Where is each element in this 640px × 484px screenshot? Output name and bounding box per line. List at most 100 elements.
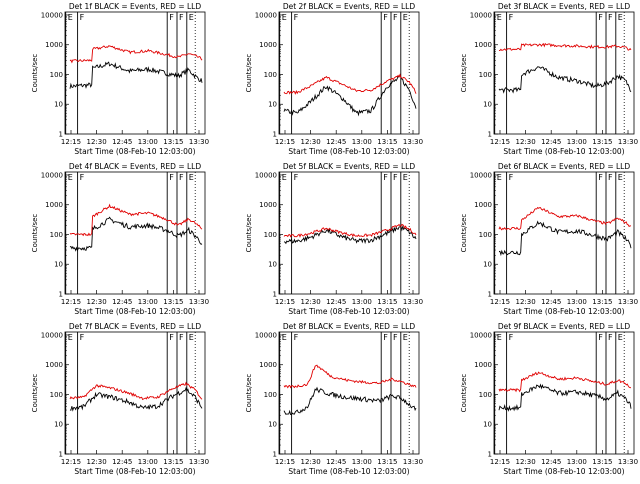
x-tick-label: 13:15 [163,138,183,146]
x-tick-label: 13:30 [403,458,423,466]
flag-label: F [598,333,603,342]
x-tick-label: 12:15 [490,458,510,466]
y-tick-label: 1 [488,131,492,139]
chart-panel-1: Det 1f BLACK = Events, RED = LLD 1 10 100 10… [31,2,209,156]
flag-label: E [618,173,623,182]
x-tick-label: 13:15 [163,458,183,466]
x-tick-label: 12:45 [112,458,132,466]
y-tick-label: 10 [54,261,63,269]
plot-frame [493,11,635,135]
chart-panel-3: Det 3f BLACK = Events, RED = LLD 1 10 100 10… [460,2,638,156]
x-tick-label: 12:45 [112,298,132,306]
flag-label: E [189,173,194,182]
series-line-lld [498,371,631,393]
x-tick-label: 12:45 [541,458,561,466]
y-tick-label: 1000 [45,201,63,209]
chart-panel-8: Det 8f BLACK = Events, RED = LLD 1 10 100 10… [245,322,423,476]
flag-label: F [509,13,514,22]
x-tick-label: 13:00 [567,298,587,306]
y-axis-label: Counts/sec [31,54,39,93]
x-tick-label: 13:30 [618,138,638,146]
chart-title: Det 4f BLACK = Events, RED = LLD [69,162,202,171]
y-tick-label: 10 [54,101,63,109]
chart-title: Det 2f BLACK = Events, RED = LLD [283,2,416,11]
y-tick-label: 10000 [41,11,63,19]
x-axis-label: Start Time (08-Feb-10 12:03:00) [288,307,409,316]
x-tick-label: 13:30 [189,138,209,146]
y-tick-label: 10000 [470,331,492,339]
x-tick-label: 12:45 [326,298,346,306]
y-tick-label: 10000 [41,331,63,339]
flag-label: E [189,13,194,22]
flag-label: E [497,173,502,182]
flag-label: F [80,333,85,342]
flag-label: F [169,333,174,342]
flag-label: F [179,333,184,342]
y-tick-label: 100 [479,71,492,79]
x-tick-label: 13:30 [618,298,638,306]
flag-label: F [383,13,388,22]
x-tick-label: 12:15 [61,458,81,466]
x-tick-label: 13:30 [403,298,423,306]
plot-frame [278,331,420,455]
y-tick-label: 1000 [259,41,277,49]
x-axis-label: Start Time (08-Feb-10 12:03:00) [503,467,624,476]
flag-label: E [282,333,287,342]
x-axis-label: Start Time (08-Feb-10 12:03:00) [503,307,624,316]
y-tick-label: 1 [273,131,277,139]
x-tick-label: 13:15 [592,458,612,466]
x-tick-label: 12:15 [490,138,510,146]
plot-frame [493,171,635,295]
x-tick-label: 13:00 [138,298,158,306]
flag-label: F [608,13,613,22]
series-line-lld [69,381,203,401]
flag-label: F [80,13,85,22]
y-tick-label: 10 [483,101,492,109]
flag-label: F [509,173,514,182]
x-tick-label: 12:45 [326,458,346,466]
y-tick-label: 1 [273,291,277,299]
plot-frame [64,11,206,135]
flag-label: F [598,173,603,182]
x-tick-label: 12:30 [301,298,321,306]
flag-label: E [282,13,287,22]
flag-label: E [282,173,287,182]
series-line-events [498,383,632,412]
x-tick-label: 13:00 [567,458,587,466]
flag-label: E [497,13,502,22]
flag-label: F [179,13,184,22]
flag-label: F [294,173,299,182]
x-tick-label: 12:15 [275,138,295,146]
x-tick-label: 13:30 [618,458,638,466]
x-tick-label: 12:45 [541,138,561,146]
chart-panel-6: Det 6f BLACK = Events, RED = LLD 1 10 100 10… [460,162,638,316]
flag-label: E [403,173,408,182]
x-tick-label: 13:00 [138,138,158,146]
flag-label: F [598,13,603,22]
y-tick-label: 100 [50,71,63,79]
flag-label: E [68,173,73,182]
plot-frame [64,171,206,295]
y-tick-label: 10000 [255,11,277,19]
x-tick-label: 12:15 [490,298,510,306]
x-tick-label: 13:15 [592,138,612,146]
x-tick-label: 12:30 [516,298,536,306]
x-tick-label: 12:30 [87,298,107,306]
x-tick-label: 12:45 [326,138,346,146]
y-tick-label: 10000 [41,171,63,179]
y-tick-label: 10 [54,421,63,429]
x-tick-label: 12:15 [275,458,295,466]
x-tick-label: 12:45 [112,138,132,146]
y-axis-label: Counts/sec [245,54,253,93]
chart-title: Det 1f BLACK = Events, RED = LLD [69,2,202,11]
flag-label: E [618,333,623,342]
chart-title: Det 3f BLACK = Events, RED = LLD [498,2,631,11]
x-tick-label: 13:15 [163,298,183,306]
flag-label: E [68,13,73,22]
y-tick-label: 1000 [474,41,492,49]
y-tick-label: 1000 [259,361,277,369]
flag-label: F [169,13,174,22]
y-tick-label: 10000 [255,331,277,339]
x-axis-label: Start Time (08-Feb-10 12:03:00) [74,307,195,316]
y-tick-label: 100 [479,231,492,239]
